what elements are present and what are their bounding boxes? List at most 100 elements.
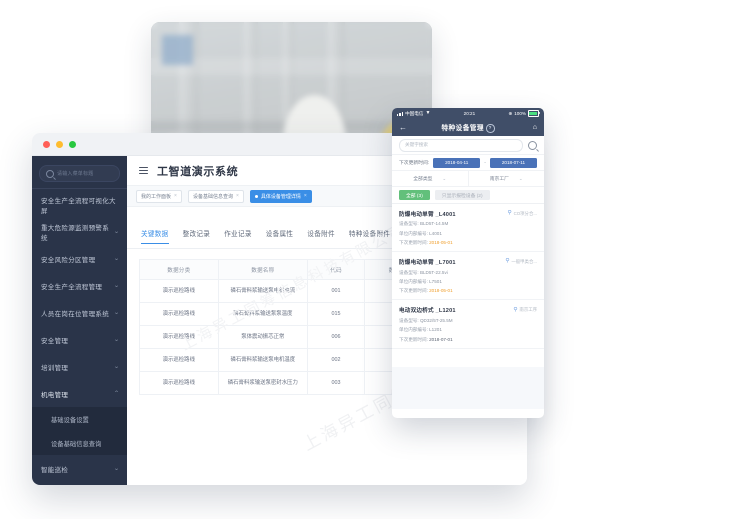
tab-device-detail[interactable]: 具体设备管理详情 × bbox=[249, 189, 312, 203]
device-model-line: 设备型号: QD32/5T-25.5M bbox=[399, 318, 537, 324]
next-update-value: 2018-05-01 bbox=[429, 288, 453, 294]
list-item-header: 防爆电动单臂 _L4001 ⚲ CO项分合... bbox=[399, 210, 537, 218]
sidebar-item-electromechanical[interactable]: 机电管理 ⌃ bbox=[32, 380, 127, 407]
list-item-header: 电动双边桥式 _L1201 ⚲ 南京工序 bbox=[399, 306, 537, 314]
question-circle-icon[interactable]: ? bbox=[486, 124, 495, 133]
close-icon[interactable]: × bbox=[303, 193, 307, 199]
tab-key-data[interactable]: 关键数据 bbox=[141, 228, 169, 244]
phone-search-placeholder: 关键字搜索 bbox=[405, 142, 428, 147]
minimize-button[interactable] bbox=[56, 140, 63, 148]
tab-special-device-attachments[interactable]: 特种设备附件 bbox=[348, 231, 391, 238]
model-value: BLD5T-22.5vi bbox=[419, 269, 448, 275]
internal-no-label: 单位内部编号: bbox=[399, 230, 428, 236]
cell-category: 演示巡检路线 bbox=[139, 279, 219, 303]
select-device-type[interactable]: 全部类型 ⌄ bbox=[392, 171, 469, 186]
internal-no-value: L4001 bbox=[429, 230, 442, 236]
model-value: BLD5T-14.5M bbox=[419, 221, 449, 227]
filter-all-button[interactable]: 全部 (3) bbox=[399, 190, 430, 200]
hamburger-icon[interactable] bbox=[139, 167, 148, 175]
date-from-field[interactable]: 2018-04-11 bbox=[433, 157, 481, 168]
cell-name: 磷石膏料浆输送泵泵温度 bbox=[217, 302, 309, 326]
date-to-field[interactable]: 2018-07-11 bbox=[489, 157, 538, 168]
close-icon[interactable]: × bbox=[235, 193, 239, 199]
device-location: ⚲ 南京工序 bbox=[513, 307, 537, 313]
list-blank-area bbox=[392, 348, 544, 367]
home-icon[interactable]: ⌂ bbox=[532, 124, 537, 131]
next-update-value: 2018-07-01 bbox=[429, 336, 453, 342]
cell-category: 演示巡检路线 bbox=[139, 302, 219, 326]
model-label: 设备型号: bbox=[399, 269, 419, 275]
cell-name: 磷石膏料浆输送泵电机电流 bbox=[217, 279, 309, 303]
sidebar-subitem-device-setup[interactable]: 基础设备设置 bbox=[32, 407, 127, 431]
tab-my-workspace[interactable]: 我的工作面板 × bbox=[136, 189, 182, 203]
tab-label: 我的工作面板 bbox=[141, 193, 172, 200]
chevron-down-icon: ⌄ bbox=[442, 175, 447, 181]
list-item[interactable]: 防爆电动单臂 _L4001 ⚲ CO项分合... 设备型号: BLD5T-14.… bbox=[392, 204, 544, 253]
sidebar-item-smart-inspection[interactable]: 智能巡检 ⌄ bbox=[32, 455, 127, 482]
phone-search-input[interactable]: 关键字搜索 bbox=[399, 138, 523, 152]
select-factory[interactable]: 南京工厂 ⌄ bbox=[469, 171, 545, 186]
clock-label: 20:21 bbox=[463, 111, 476, 116]
sidebar-item-label: 重大危险源监测预警系统 bbox=[41, 224, 109, 242]
phone-header: ← 特种设备管理? ⌂ bbox=[392, 119, 544, 136]
cell-code: 006 bbox=[307, 325, 365, 349]
close-icon[interactable]: × bbox=[174, 193, 177, 199]
page-title: 工智道演示系统 bbox=[157, 165, 239, 178]
battery-icon bbox=[527, 110, 540, 117]
cell-code: 003 bbox=[307, 371, 365, 395]
phone-page-title: 特种设备管理 bbox=[441, 125, 485, 133]
sidebar-item-hazard-monitor[interactable]: 重大危险源监测预警系统 ⌄ bbox=[32, 218, 127, 245]
location-label: 南京工序 bbox=[519, 307, 537, 313]
sidebar-item-personnel[interactable]: 人员在岗在位管理系统 ⌄ bbox=[32, 299, 127, 326]
device-location: ⚲ CO项分合... bbox=[508, 211, 537, 217]
phone-device-list: 防爆电动单臂 _L4001 ⚲ CO项分合... 设备型号: BLD5T-14.… bbox=[392, 204, 544, 409]
internal-no-label: 单位内部编号: bbox=[399, 327, 428, 333]
tab-device-attachments[interactable]: 设备附件 bbox=[307, 231, 335, 238]
list-item[interactable]: 防爆电动单臂 _L7001 ⚲ 一般甲类合... 设备型号: BLD5T-22.… bbox=[392, 252, 544, 301]
cell-category: 演示巡检路线 bbox=[139, 371, 219, 395]
next-update-label: 下次更新时间: bbox=[399, 336, 428, 342]
device-next-update-line: 下次更新时间: 2018-07-01 bbox=[399, 337, 537, 343]
chevron-down-icon: ⌄ bbox=[113, 337, 120, 343]
tab-device-attributes[interactable]: 设备属性 bbox=[265, 231, 294, 238]
search-icon bbox=[46, 169, 54, 178]
internal-no-value: L1201 bbox=[429, 327, 442, 333]
sidebar-item-risk-zone[interactable]: 安全风险分区管理 ⌄ bbox=[32, 245, 127, 272]
sidebar-submenu: 基础设备设置 设备基础信息查询 bbox=[32, 407, 127, 455]
location-label: 一般甲类合... bbox=[511, 259, 537, 265]
back-arrow-icon[interactable]: ← bbox=[399, 122, 407, 132]
sidebar-subitem-label: 基础设备设置 bbox=[51, 416, 89, 424]
phone-filter-buttons: 全部 (3) 只显示报检设备 (2) bbox=[392, 187, 544, 204]
device-next-update-line: 下次更新时间: 2018-05-01 bbox=[399, 240, 537, 246]
sidebar-item-safety[interactable]: 安全管理 ⌄ bbox=[32, 326, 127, 353]
phone-selects-row: 全部类型 ⌄ 南京工厂 ⌄ bbox=[392, 171, 544, 187]
tab-operation-record[interactable]: 作业记录 bbox=[224, 231, 252, 238]
tab-rectification-record[interactable]: 整改记录 bbox=[182, 231, 211, 238]
sidebar-item-big-screen[interactable]: 安全生产全流程可视化大屏 bbox=[32, 191, 127, 218]
next-update-value: 2018-05-01 bbox=[429, 240, 453, 246]
zoom-button[interactable] bbox=[69, 140, 76, 148]
sidebar-search-input[interactable]: 请输入菜单标题 bbox=[39, 165, 120, 182]
sidebar-search-placeholder: 请输入菜单标题 bbox=[57, 171, 94, 177]
signal-icon bbox=[397, 111, 404, 116]
tab-device-query[interactable]: 设备基础信息查询 × bbox=[187, 189, 244, 203]
device-next-update-line: 下次更新时间: 2018-05-01 bbox=[399, 288, 537, 294]
search-icon[interactable] bbox=[528, 140, 537, 150]
sidebar-item-label: 安全生产全流程可视化大屏 bbox=[41, 197, 116, 215]
alarm-icon: ⊕ bbox=[508, 110, 513, 116]
sidebar-item-maintenance[interactable]: 检维修管理 ⌄ bbox=[32, 482, 127, 485]
device-internal-no-line: 单位内部编号: L7501 bbox=[399, 279, 537, 285]
phone-mockup: 中国电信 ▼ 20:21 ⊕ 100% ← 特种设备管理? ⌂ 关键字搜索 bbox=[392, 108, 544, 418]
phone-date-filter-row: 下次更新时间: 2018-04-11 - 2018-07-11 bbox=[392, 155, 544, 171]
chevron-down-icon: ⌄ bbox=[113, 229, 120, 235]
sidebar-item-production-process[interactable]: 安全生产全流程管理 ⌄ bbox=[32, 272, 127, 299]
filter-inspection-only-button[interactable]: 只显示报检设备 (2) bbox=[434, 190, 490, 200]
sidebar-item-label: 机电管理 bbox=[41, 391, 69, 399]
sidebar-item-training[interactable]: 培训管理 ⌄ bbox=[32, 353, 127, 380]
location-pin-icon: ⚲ bbox=[507, 210, 512, 217]
device-model-line: 设备型号: BLD5T-14.5M bbox=[399, 221, 537, 227]
list-item[interactable]: 电动双边桥式 _L1201 ⚲ 南京工序 设备型号: QD32/5T-25.5M… bbox=[392, 300, 544, 349]
sidebar-subitem-device-query[interactable]: 设备基础信息查询 bbox=[32, 431, 127, 455]
close-button[interactable] bbox=[43, 140, 50, 148]
sidebar-item-label: 培训管理 bbox=[41, 364, 69, 372]
